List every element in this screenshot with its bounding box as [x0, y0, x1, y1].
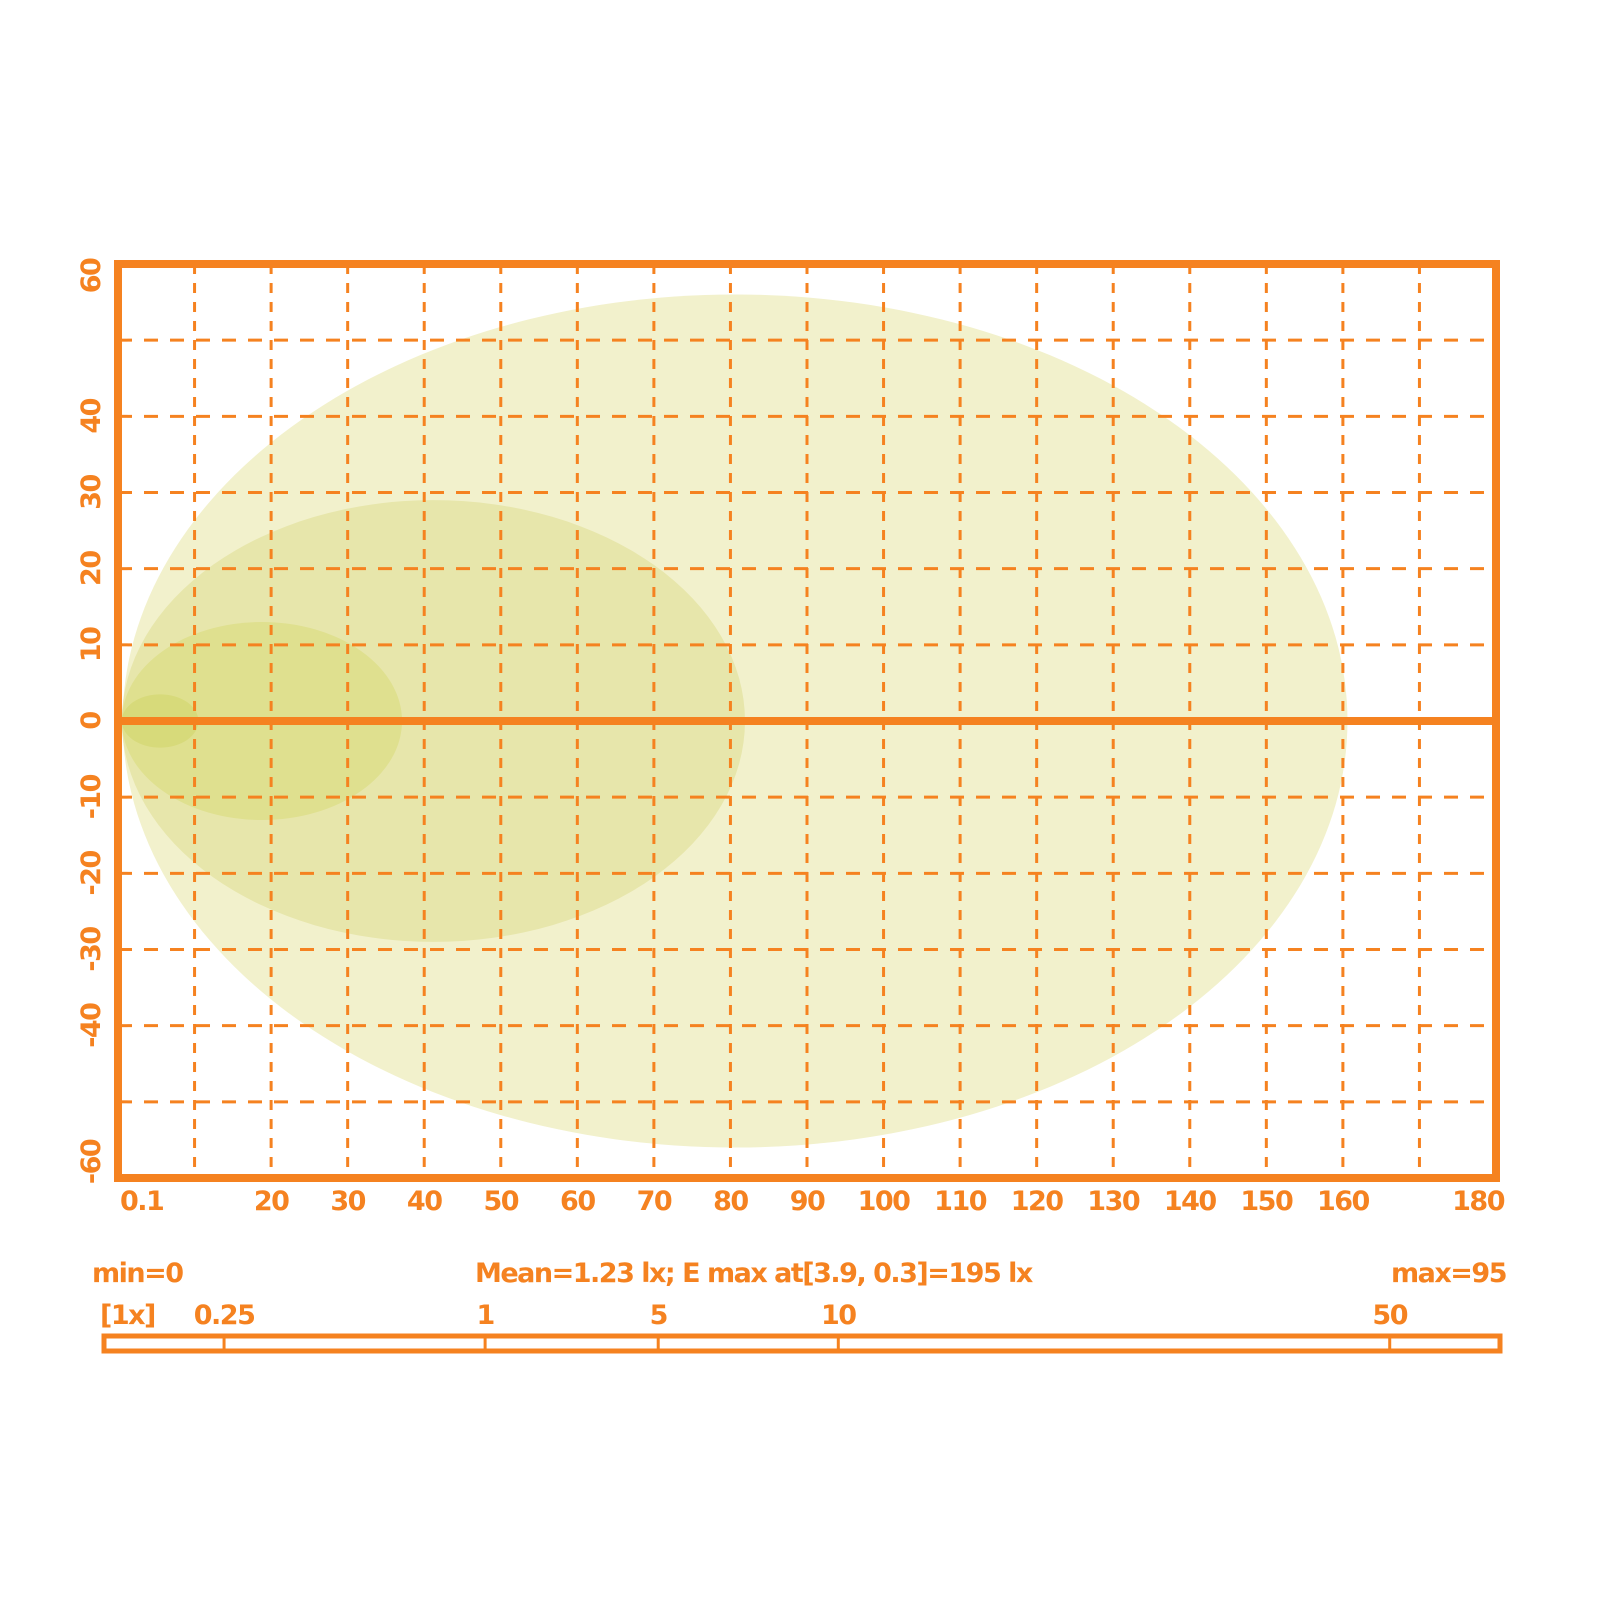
x-tick-label: 70: [637, 1186, 672, 1217]
y-tick-label: 0: [76, 712, 107, 730]
stat-min: min=0: [92, 1258, 183, 1289]
x-tick-label: 40: [407, 1186, 442, 1217]
y-tick-label: -20: [76, 850, 107, 895]
scale-label: 50: [1372, 1300, 1407, 1331]
y-tick-label: 40: [76, 398, 107, 433]
x-tick-label: 90: [790, 1186, 825, 1217]
x-tick-label: 100: [858, 1186, 911, 1217]
x-tick-label: 30: [330, 1186, 365, 1217]
scale-label: 0.25: [194, 1300, 255, 1331]
y-tick-label: -60: [76, 1139, 107, 1184]
x-tick-label: 140: [1164, 1186, 1217, 1217]
x-tick-label: 80: [713, 1186, 748, 1217]
x-tick-label: 110: [934, 1186, 987, 1217]
x-tick-label: 0.1: [120, 1186, 163, 1217]
x-tick-label: 120: [1011, 1186, 1064, 1217]
x-tick-label: 180: [1452, 1186, 1505, 1217]
y-tick-label: 20: [76, 551, 107, 586]
y-tick-label: -10: [76, 774, 107, 819]
scale-label: 5: [650, 1300, 667, 1331]
x-tick-label: 130: [1087, 1186, 1140, 1217]
x-tick-label: 20: [254, 1186, 289, 1217]
scale-multiplier: [1x]: [100, 1300, 155, 1331]
y-tick-label: -30: [76, 927, 107, 972]
y-tick-label: 30: [76, 475, 107, 510]
x-tick-label: 160: [1317, 1186, 1370, 1217]
scale-label: 10: [821, 1300, 856, 1331]
y-tick-label: 10: [76, 627, 107, 662]
y-tick-label: -40: [76, 1003, 107, 1048]
stat-mean: Mean=1.23 lx; E max at[3.9, 0.3]=195 lx: [475, 1258, 1033, 1289]
scale-bar: [101, 1333, 1503, 1354]
x-tick-label: 150: [1240, 1186, 1293, 1217]
x-tick-label: 60: [560, 1186, 595, 1217]
scale-label: 1: [476, 1300, 493, 1331]
stat-max: max=95: [1391, 1258, 1506, 1289]
x-tick-label: 50: [483, 1186, 518, 1217]
y-tick-label: 60: [76, 258, 107, 293]
